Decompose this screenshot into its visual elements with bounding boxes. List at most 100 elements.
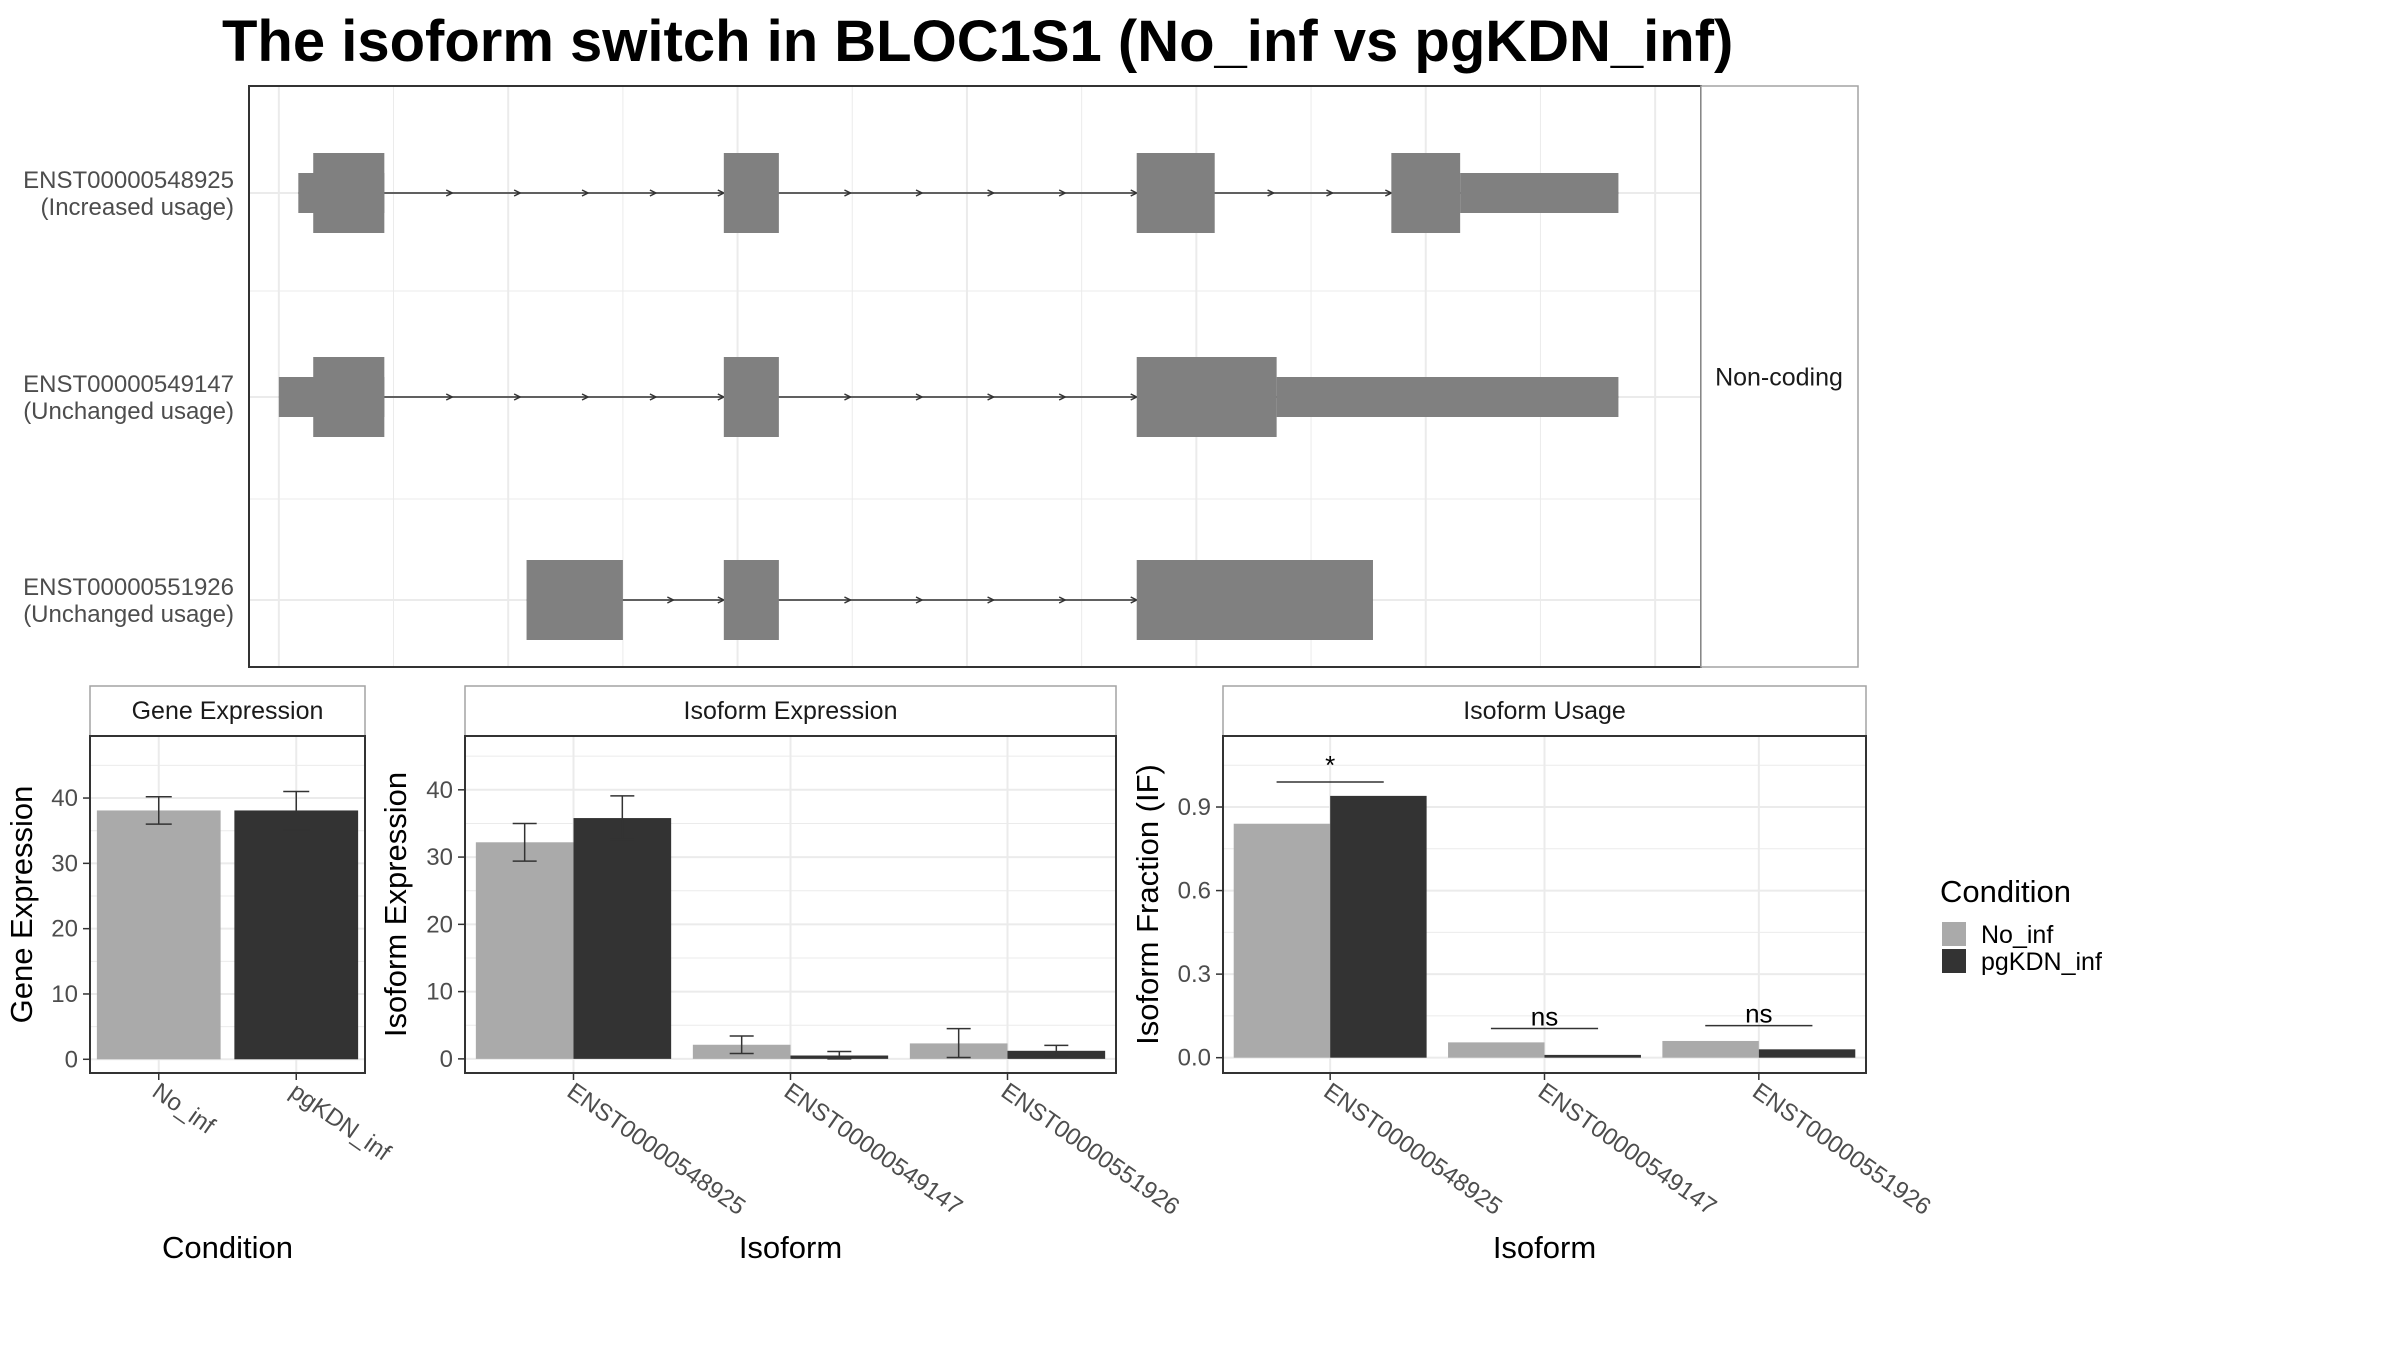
figure-title: The isoform switch in BLOC1S1 (No_inf vs… <box>222 9 1733 74</box>
coding-exon <box>313 153 385 233</box>
y-tick-label: 0.6 <box>1178 878 1211 905</box>
intron-direction-arrow <box>513 189 522 197</box>
intron-direction-arrow <box>915 596 924 604</box>
intron-direction-arrow <box>513 393 522 401</box>
bar <box>1233 823 1331 1058</box>
gene-expression-panel-strip-label: Gene Expression <box>132 697 324 725</box>
intron-direction-arrow <box>445 393 454 401</box>
coding-exon <box>1136 560 1373 640</box>
y-axis-title: Isoform Expression <box>378 772 413 1037</box>
coding-exon <box>1136 153 1215 233</box>
coding-exon <box>723 357 779 437</box>
coding-exon <box>313 357 385 437</box>
bar <box>1544 1054 1641 1058</box>
isoform-expression-panel-strip-label: Isoform Expression <box>684 697 898 725</box>
transcript-id-label: ENST00000548925 <box>23 167 234 194</box>
y-tick-label: 0.3 <box>1178 961 1211 988</box>
y-tick-label: 0.9 <box>1178 794 1211 821</box>
isoform-expression-panel-strip-box <box>464 685 1117 737</box>
intron-direction-arrow <box>915 189 924 197</box>
y-tick-label: 0 <box>65 1046 78 1073</box>
utr-exon <box>1276 377 1619 417</box>
intron-direction-arrow <box>987 189 996 197</box>
isoform-usage-panel: Isoform Usage * ns ns 0.0 0.3 0.6 0.9 ENST000005… <box>1130 685 1936 1265</box>
intron-direction-arrow <box>649 189 658 197</box>
gene-expression-panel: Gene Expression 0 10 20 30 40 No_inf pgKDN_inf C… <box>4 685 396 1265</box>
y-axis-title: Gene Expression <box>4 786 39 1024</box>
x-tick-label: No_inf <box>147 1078 220 1140</box>
intron-direction-arrow <box>987 393 996 401</box>
bar <box>96 810 221 1060</box>
transcript-id-label: ENST00000551926 <box>23 574 234 601</box>
bar <box>1758 1049 1856 1058</box>
y-tick-label: 40 <box>426 777 453 804</box>
bar <box>1330 795 1427 1058</box>
intron-direction-arrow <box>1384 189 1394 197</box>
coding-exon <box>723 560 779 640</box>
intron-direction-arrow <box>1058 189 1067 197</box>
intron-direction-arrow <box>1326 189 1335 197</box>
legend-swatch <box>1942 922 1966 946</box>
intron-direction-arrow <box>445 189 454 197</box>
bar <box>1448 1042 1545 1058</box>
x-tick-label: ENST00000548925 <box>562 1078 750 1221</box>
intron-direction-arrow <box>581 393 590 401</box>
y-tick-label: 0.0 <box>1178 1045 1211 1072</box>
coding-exon <box>1136 357 1277 437</box>
x-tick-label: ENST00000548925 <box>1319 1078 1507 1221</box>
bar <box>475 842 574 1059</box>
x-axis-title: Condition <box>162 1230 293 1265</box>
x-tick-label: pgKDN_inf <box>285 1078 396 1167</box>
intron-direction-arrow <box>649 393 658 401</box>
intron-direction-arrow <box>667 596 676 604</box>
intron-direction-arrow <box>1058 393 1067 401</box>
transcript-usage-label: (Unchanged usage) <box>23 601 234 628</box>
x-axis-title: Isoform <box>739 1230 842 1265</box>
intron-direction-arrow <box>1058 596 1067 604</box>
coding-exon <box>1391 153 1461 233</box>
y-tick-label: 40 <box>51 785 78 812</box>
intron-direction-arrow <box>1267 189 1276 197</box>
x-tick-label: ENST00000549147 <box>779 1078 967 1221</box>
intron-direction-arrow <box>915 393 924 401</box>
significance-label: ns <box>1531 1001 1558 1031</box>
coding-exon <box>526 560 623 640</box>
x-tick-label: ENST00000549147 <box>1533 1078 1721 1221</box>
isoform-expression-panel: Isoform Expression 0 10 20 30 40 ENST000005489… <box>378 685 1184 1265</box>
y-axis-title: Isoform Fraction (IF) <box>1130 764 1165 1045</box>
y-tick-label: 30 <box>51 850 78 877</box>
transcript-track <box>278 357 1619 437</box>
bar <box>234 810 359 1060</box>
legend-swatch <box>1942 949 1966 973</box>
bar <box>573 818 672 1059</box>
gene-expression-panel-border <box>89 735 366 1074</box>
y-tick-label: 10 <box>426 979 453 1006</box>
gene-structure-panel: ENST00000548925(Increased usage) ENST0000… <box>23 85 1859 668</box>
transcript-usage-label: (Unchanged usage) <box>23 398 234 425</box>
significance-label: * <box>1325 750 1335 780</box>
legend-title: Condition <box>1940 874 2071 909</box>
structure-strip-label: Non-coding <box>1715 364 1843 392</box>
isoform-usage-panel-strip-label: Isoform Usage <box>1463 697 1626 725</box>
y-tick-label: 0 <box>440 1046 453 1073</box>
intron-direction-arrow <box>581 189 590 197</box>
legend-entry-label: No_inf <box>1981 921 2053 949</box>
y-tick-label: 10 <box>51 981 78 1008</box>
intron-direction-arrow <box>844 189 853 197</box>
utr-exon <box>1460 173 1619 213</box>
x-tick-label: ENST00000551926 <box>996 1078 1184 1221</box>
coding-exon <box>723 153 779 233</box>
structure-strip-box <box>1700 85 1859 668</box>
transcript-id-label: ENST00000549147 <box>23 371 234 398</box>
transcript-track <box>298 153 1619 233</box>
x-axis-title: Isoform <box>1493 1230 1596 1265</box>
bar <box>1662 1040 1759 1058</box>
transcript-track <box>526 560 1373 640</box>
y-tick-label: 20 <box>51 916 78 943</box>
y-tick-label: 20 <box>426 911 453 938</box>
intron-direction-arrow <box>844 596 853 604</box>
intron-direction-arrow <box>987 596 996 604</box>
